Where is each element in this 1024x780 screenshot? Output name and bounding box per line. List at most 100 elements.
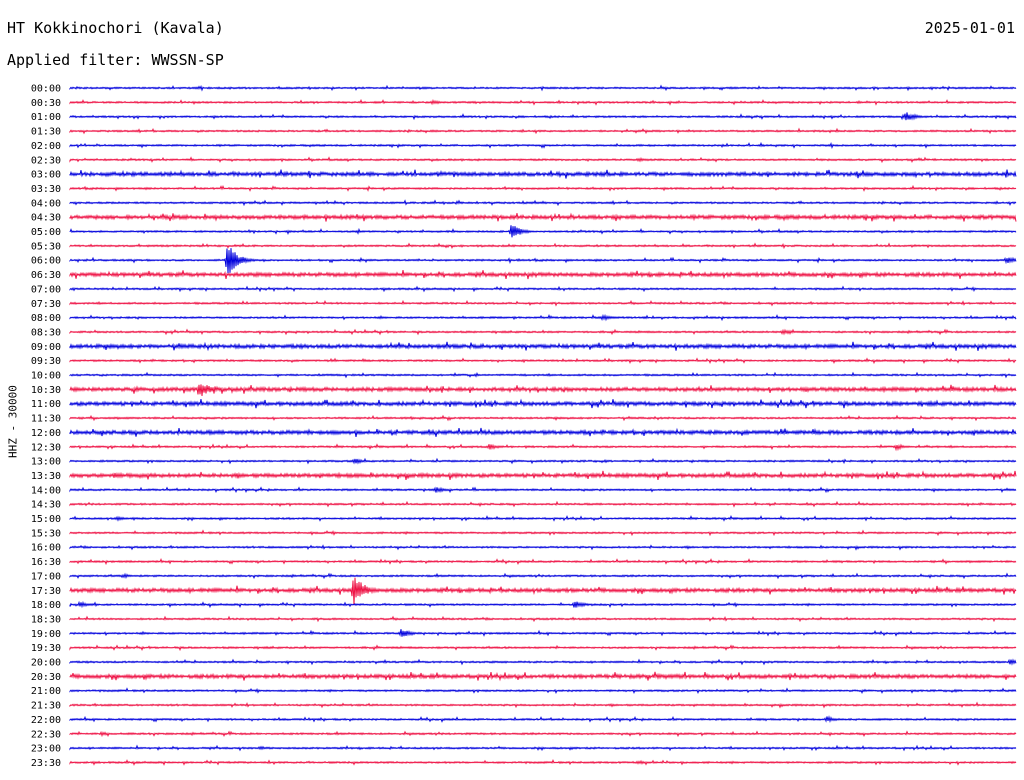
row-time-label: 23:30: [31, 758, 61, 769]
trace-line: [69, 730, 1017, 738]
trace-line: [69, 242, 1017, 250]
row-time-label: 02:00: [31, 141, 61, 152]
trace-line: [69, 225, 1017, 238]
row-time-label: 13:30: [31, 471, 61, 482]
trace-line: [69, 615, 1017, 623]
trace-line: [69, 572, 1017, 580]
trace-line: [69, 470, 1017, 481]
trace-line: [69, 427, 1017, 438]
row-time-label: 09:30: [31, 356, 61, 367]
row-time-label: 22:30: [31, 729, 61, 740]
trace-line: [69, 127, 1017, 135]
trace-line: [69, 658, 1017, 666]
row-time-label: 14:00: [31, 485, 61, 496]
row-time-label: 19:00: [31, 629, 61, 640]
trace-line: [69, 544, 1017, 551]
trace-line: [69, 687, 1017, 695]
trace-line: [69, 577, 1017, 606]
row-time-label: 06:00: [31, 256, 61, 267]
trace-line: [69, 457, 1017, 465]
row-time-label: 05:00: [31, 227, 61, 238]
row-time-label: 11:00: [31, 399, 61, 410]
trace-line: [69, 671, 1017, 682]
trace-line: [69, 285, 1017, 293]
trace-line: [69, 328, 1017, 336]
row-time-label: 04:30: [31, 213, 61, 224]
row-time-label: 21:00: [31, 686, 61, 697]
row-time-label: 00:00: [31, 84, 61, 95]
row-time-label: 03:00: [31, 170, 61, 181]
row-time-label: 22:00: [31, 715, 61, 726]
trace-line: [69, 715, 1017, 724]
trace-line: [69, 515, 1017, 522]
trace-line: [69, 169, 1017, 179]
trace-line: [69, 199, 1017, 207]
trace-line: [69, 156, 1017, 164]
trace-line: [69, 414, 1017, 422]
row-time-label: 17:00: [31, 571, 61, 582]
row-time-label: 08:30: [31, 327, 61, 338]
row-time-label: 21:30: [31, 701, 61, 712]
row-time-label: 16:00: [31, 543, 61, 554]
trace-line: [69, 443, 1017, 452]
row-time-label: 12:00: [31, 428, 61, 439]
trace-line: [69, 529, 1017, 537]
row-time-label: 14:30: [31, 500, 61, 511]
date-label: 2025-01-01: [924, 19, 1015, 37]
row-time-label: 23:00: [31, 744, 61, 755]
row-time-label: 07:30: [31, 299, 61, 310]
trace-line: [69, 744, 1017, 752]
row-time-label: 04:00: [31, 198, 61, 209]
row-time-label: 06:30: [31, 270, 61, 281]
row-time-label: 15:30: [31, 528, 61, 539]
trace-line: [69, 759, 1017, 766]
row-time-label: 12:30: [31, 442, 61, 453]
row-time-label: 20:30: [31, 672, 61, 683]
row-time-label: 15:00: [31, 514, 61, 525]
trace-line: [69, 299, 1017, 307]
row-time-label: 16:30: [31, 557, 61, 568]
trace-line: [69, 644, 1017, 652]
trace-line: [69, 486, 1017, 494]
row-time-label: 20:00: [31, 658, 61, 669]
trace-line: [69, 600, 1017, 609]
row-time-label: 10:00: [31, 371, 61, 382]
row-time-label: 19:30: [31, 643, 61, 654]
filter-label: Applied filter: WWSSN-SP: [7, 51, 224, 69]
row-time-label: 13:00: [31, 457, 61, 468]
trace-line: [69, 629, 1017, 637]
trace-line: [69, 398, 1017, 409]
trace-line: [69, 500, 1017, 508]
trace-line: [69, 357, 1017, 365]
row-time-label: 05:30: [31, 241, 61, 252]
row-time-label: 07:00: [31, 284, 61, 295]
row-time-label: 11:30: [31, 414, 61, 425]
trace-line: [69, 248, 1017, 274]
trace-line: [69, 384, 1017, 396]
row-time-label: 09:00: [31, 342, 61, 353]
row-time-label: 03:30: [31, 184, 61, 195]
trace-line: [69, 371, 1017, 379]
station-title: HT Kokkinochori (Kavala): [7, 19, 224, 37]
row-time-label: 18:00: [31, 600, 61, 611]
row-time-label: 01:00: [31, 112, 61, 123]
trace-line: [69, 313, 1017, 322]
row-time-label: 01:30: [31, 127, 61, 138]
row-time-label: 18:30: [31, 614, 61, 625]
trace-line: [69, 341, 1017, 352]
row-time-label: 10:30: [31, 385, 61, 396]
row-time-label: 02:30: [31, 155, 61, 166]
row-time-label: 00:30: [31, 98, 61, 109]
trace-line: [69, 558, 1017, 566]
trace-line: [69, 184, 1017, 192]
trace-line: [69, 701, 1017, 709]
row-time-label: 08:00: [31, 313, 61, 324]
trace-line: [69, 141, 1017, 150]
trace-line: [69, 212, 1017, 222]
trace-line: [69, 269, 1017, 280]
row-time-label: 17:30: [31, 586, 61, 597]
trace-line: [69, 84, 1017, 92]
trace-line: [69, 98, 1017, 106]
trace-line: [69, 112, 1017, 121]
